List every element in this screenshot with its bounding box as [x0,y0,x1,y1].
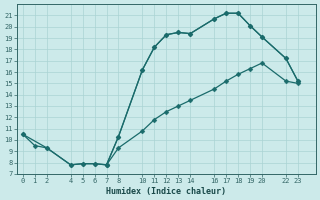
X-axis label: Humidex (Indice chaleur): Humidex (Indice chaleur) [106,187,226,196]
